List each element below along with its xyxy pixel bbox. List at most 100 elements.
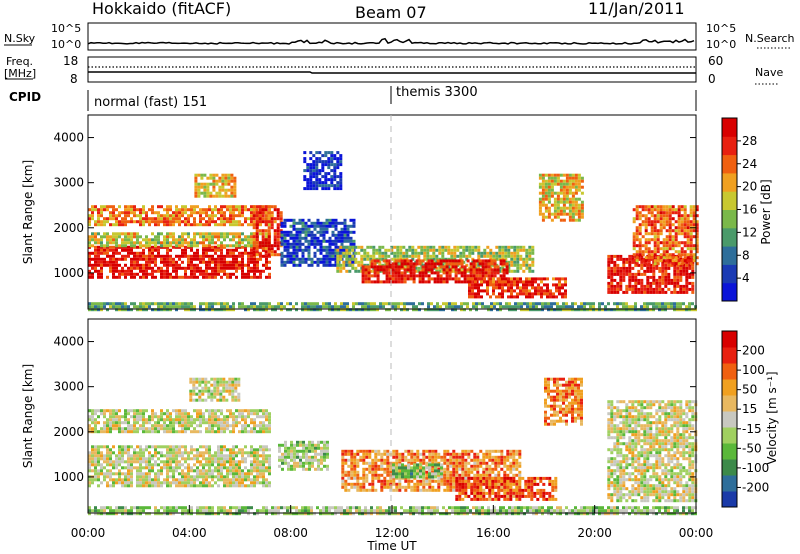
heatmap-cell [127,266,130,270]
heatmap-cell [238,260,241,264]
heatmap-cell [427,268,431,272]
heatmap-cell [118,421,121,425]
heatmap-cell [203,194,207,198]
heatmap-cell [382,271,386,275]
heatmap-cell [280,236,284,240]
heatmap-cell [187,208,190,212]
heatmap-cell [232,472,235,476]
heatmap-cell [256,463,259,467]
heatmap-cell [223,463,226,467]
heatmap-cell [487,271,491,275]
heatmap-cell [682,269,686,273]
heatmap-cell [676,284,680,288]
heatmap-cell [214,409,217,413]
heatmap-cell [686,247,690,251]
heatmap-cell [214,275,217,279]
heatmap-cell [544,305,547,309]
heatmap-cell [677,214,681,218]
heatmap-cell [199,217,202,221]
heatmap-cell [662,256,666,260]
heatmap-cell [238,478,241,482]
heatmap-cell [238,205,241,209]
heatmap-cell [447,257,451,261]
heatmap-cell [471,251,475,255]
heatmap-cell [384,251,388,255]
heatmap-cell [255,253,259,257]
heatmap-cell [589,308,592,312]
heatmap-cell [112,211,115,215]
heatmap-cell [469,308,472,312]
heatmap-cell [139,445,142,449]
heatmap-cell [528,280,531,284]
heatmap-cell [673,263,677,267]
heatmap-cell [513,245,517,249]
heatmap-cell [472,302,475,306]
heatmap-cell [197,185,201,189]
heatmap-cell [304,257,308,261]
heatmap-cell [670,305,673,309]
heatmap-cell [643,263,647,267]
heatmap-cell [680,259,684,263]
heatmap-cell [680,214,684,218]
heatmap-cell [115,466,118,470]
heatmap-cell [670,278,674,282]
heatmap-cell [460,302,463,306]
heatmap-cell [100,454,103,458]
nave-tick-bottom: 0 [708,72,716,86]
heatmap-cell [169,460,172,464]
heatmap-cell [472,259,476,263]
heatmap-cell [261,217,265,221]
heatmap-cell [100,251,103,255]
heatmap-cell [130,478,133,482]
heatmap-cell [504,277,507,281]
heatmap-cell [273,238,277,242]
heatmap-cell [151,266,154,270]
heatmap-cell [256,263,259,267]
heatmap-cell [531,263,535,267]
heatmap-cell [115,214,118,218]
heatmap-cell [668,205,672,209]
heatmap-cell [202,412,205,416]
heatmap-cell [664,281,668,285]
heatmap-cell [507,251,511,255]
heatmap-cell [307,308,310,312]
heatmap-cell [616,305,619,309]
heatmap-cell [97,211,100,215]
heatmap-cell [220,211,223,215]
heatmap-cell [423,254,427,258]
heatmap-cell [547,308,550,312]
heatmap-cell [197,188,201,192]
heatmap-cell [301,257,305,261]
heatmap-cell [124,205,127,209]
heatmap-cell [502,271,506,275]
heatmap-cell [252,247,256,251]
heatmap-cell [631,275,635,279]
heatmap-cell [453,257,457,261]
heatmap-cell [211,275,214,279]
heatmap-cell [241,260,244,264]
heatmap-cell [118,235,121,239]
heatmap-cell [360,245,364,249]
heatmap-cell [637,257,641,261]
heatmap-cell [259,302,262,306]
heatmap-cell [656,259,660,263]
heatmap-cell [659,208,663,212]
heatmap-cell [157,463,160,467]
heatmap-cell [160,484,163,488]
heatmap-cell [265,466,268,470]
heatmap-cell [136,254,139,258]
heatmap-cell [224,191,228,195]
heatmap-cell [499,302,502,306]
heatmap-cell [571,185,575,189]
heatmap-cell [103,478,106,482]
heatmap-cell [121,269,124,273]
heatmap-cell [511,308,514,312]
heatmap-cell [399,245,403,249]
heatmap-cell [283,254,287,258]
heatmap-cell [232,469,235,473]
heatmap-cell [504,280,507,284]
heatmap-cell [619,278,623,282]
heatmap-cell [238,466,241,470]
heatmap-cell [124,475,127,479]
heatmap-cell [496,302,499,306]
